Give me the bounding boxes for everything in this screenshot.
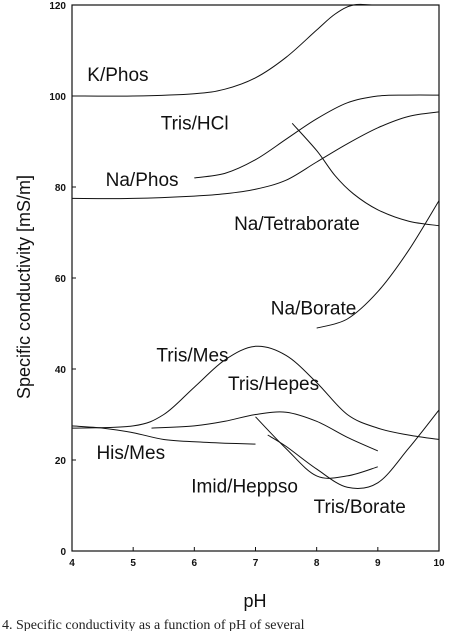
series-line-his-mes — [71, 425, 256, 445]
series-line-tris-hcl — [194, 94, 440, 179]
y-tick-label: 0 — [60, 547, 66, 558]
series-line-imid-heppso — [255, 416, 378, 479]
series-curves — [71, 3, 440, 490]
series-line-tris-mes — [71, 345, 440, 440]
series-line-na-tetraborate — [291, 122, 440, 227]
x-tick-label: 6 — [192, 558, 198, 569]
series-label-his-mes: His/Mes — [96, 443, 165, 464]
plot-frame — [71, 4, 440, 552]
series-label-tris-hepes: Tris/Hepes — [228, 374, 319, 395]
y-tick-label: 120 — [49, 1, 66, 12]
series-line-k-phos — [71, 3, 439, 97]
x-tick-label: 5 — [130, 558, 136, 569]
series-line-na-borate — [316, 200, 440, 329]
y-tick-label: 80 — [55, 183, 67, 194]
figure-caption: 4. Specific conductivity as a function o… — [2, 618, 305, 631]
series-line-tris-borate — [267, 409, 440, 490]
series-line-tris-hepes — [151, 411, 379, 452]
x-tick-label: 10 — [433, 558, 445, 569]
x-tick-label: 4 — [69, 558, 75, 569]
y-tick-label: 60 — [55, 274, 67, 285]
x-tick-label: 9 — [375, 558, 381, 569]
series-label-imid-heppso: Imid/Heppso — [191, 476, 298, 497]
series-labels: K/Phos Tris/HCl Na/Phos Na/Tetraborate Na/Bo… — [87, 65, 406, 518]
y-tick-label: 40 — [55, 365, 67, 376]
series-label-na-phos: Na/Phos — [106, 170, 179, 191]
series-label-tris-hcl: Tris/HCl — [161, 114, 229, 135]
series-label-tris-mes: Tris/Mes — [156, 346, 228, 367]
series-label-tris-borate: Tris/Borate — [314, 497, 406, 518]
series-label-na-tetraborate: Na/Tetraborate — [234, 214, 360, 235]
series-label-k-phos: K/Phos — [87, 65, 148, 86]
series-line-na-phos — [71, 111, 440, 200]
x-axis-ticks: 4 5 6 7 8 9 10 — [69, 547, 445, 569]
x-axis-title: pH — [243, 591, 266, 611]
series-label-na-borate: Na/Borate — [271, 298, 357, 319]
y-axis-title: Specific conductivity [mS/m] — [14, 175, 34, 399]
y-tick-label: 20 — [55, 456, 67, 467]
x-tick-label: 7 — [253, 558, 259, 569]
y-tick-label: 100 — [49, 92, 66, 103]
x-tick-label: 8 — [314, 558, 320, 569]
